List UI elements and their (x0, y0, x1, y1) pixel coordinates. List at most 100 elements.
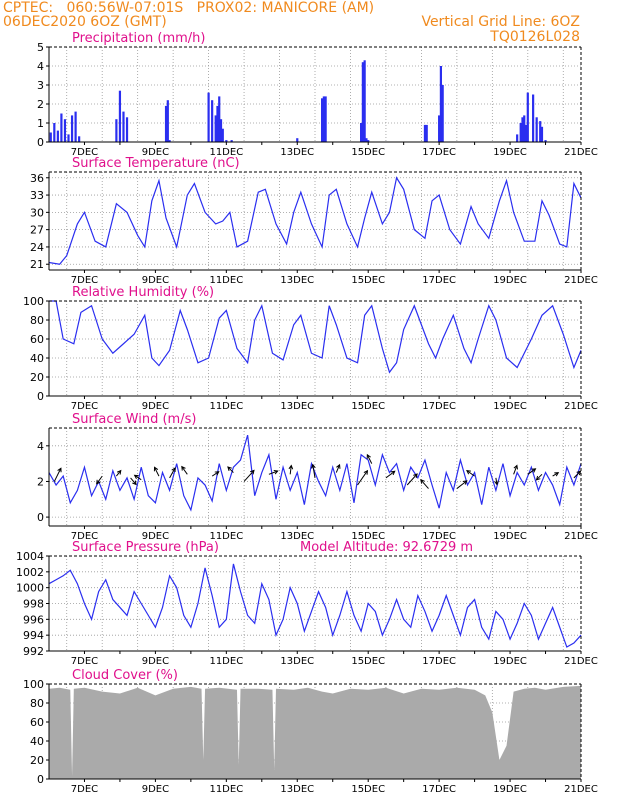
wind-arrow-shaft (181, 466, 188, 475)
wind-arrow-shaft (357, 470, 368, 486)
y-tick-label: 20 (30, 371, 44, 384)
precip-bar (320, 98, 324, 142)
precip-bar (78, 136, 81, 142)
wind-arrow (227, 466, 234, 473)
wind-arrow-head (288, 464, 294, 470)
y-tick-label: 3 (37, 79, 44, 92)
x-tick-label: 15DEC (351, 784, 385, 795)
wind-arrow-shaft (96, 475, 103, 485)
wind-arrow (169, 467, 176, 479)
wind-arrow (513, 464, 518, 475)
wind-arrow-head (336, 463, 341, 469)
wind-arrow (456, 480, 468, 489)
wind-arrow (420, 478, 429, 489)
x-tick-label: 17DEC (422, 531, 456, 542)
precip-bar (521, 117, 524, 142)
panel-2: 0 20 40 60 80 100 7DEC 9DEC 11DEC 13DEC 15DEC 17DEC… (23, 285, 598, 412)
y-tick-label: 0 (37, 390, 44, 403)
precip-bar (539, 121, 542, 142)
wind-arrow-shaft (366, 454, 373, 464)
x-tick-label: 13DEC (280, 784, 314, 795)
cloud-cover-area (49, 685, 581, 779)
y-tick-label: 0 (37, 773, 44, 786)
precip-bar (56, 130, 59, 142)
wind-arrow-head (214, 471, 220, 476)
wind-arrow (133, 474, 142, 481)
wind-arrow-shaft (169, 467, 176, 479)
wind-arrow-head (513, 464, 518, 470)
x-tick-label: 17DEC (422, 656, 456, 667)
wind-arrow-shaft (456, 480, 468, 489)
precip-bar (221, 128, 224, 142)
wind-arrow-head (57, 467, 62, 473)
wind-arrow (466, 470, 475, 477)
x-tick-label: 13DEC (280, 275, 314, 286)
y-tick-label: 1004 (16, 550, 44, 563)
panel-1: 21 24 27 30 33 36 7DEC 9DEC 11DEC 13DEC 15DEC 17DEC… (30, 156, 598, 286)
wind-arrow-shaft (513, 465, 518, 475)
wind-arrow-shaft (268, 470, 278, 475)
panel-title: Surface Pressure (hPa) (72, 540, 219, 555)
panel-4: 992 994 996 998 1000 1002 1004 7DEC 9DEC 11DEC 13D… (16, 540, 598, 667)
wind-arrow (335, 463, 341, 473)
wind-arrow-head (413, 473, 418, 479)
x-tick-label: 11DEC (209, 147, 243, 158)
precip-bar (168, 140, 171, 142)
wind-arrow-head (181, 465, 186, 471)
header-date: 06DEC2020 6OZ (GMT) (3, 14, 167, 30)
precip-bar (53, 123, 56, 142)
x-tick-label: 19DEC (493, 275, 527, 286)
wind-arrow (130, 477, 137, 486)
wind-arrow (573, 470, 582, 479)
x-tick-label: 9DEC (142, 656, 169, 667)
wind-arrow (288, 464, 294, 475)
x-tick-label: 19DEC (493, 784, 527, 795)
y-tick-label: 100 (23, 295, 44, 308)
y-tick-label: 994 (23, 629, 44, 642)
y-tick-label: 1002 (16, 566, 44, 579)
precip-bar (523, 115, 526, 142)
precip-bar (425, 124, 428, 142)
wind-arrow-shaft (134, 474, 142, 481)
wind-arrow-shaft (53, 468, 62, 482)
wind-arrow-head (96, 479, 101, 485)
panel-title: Cloud Cover (%) (72, 668, 178, 683)
wind-arrow (211, 471, 220, 477)
y-tick-label: 33 (30, 189, 44, 202)
precip-bar (125, 117, 129, 142)
x-tick-label: 11DEC (209, 531, 243, 542)
y-tick-label: 24 (30, 241, 44, 254)
wind-arrow (181, 465, 188, 475)
precip-bar (67, 134, 70, 142)
precip-bar (216, 105, 219, 142)
wind-arrow-shaft (243, 470, 255, 482)
x-tick-label: 7DEC (71, 401, 98, 412)
precip-bar (60, 113, 63, 142)
wind-arrow-head (273, 469, 279, 475)
x-tick-label: 7DEC (71, 275, 98, 286)
wind-arrow-head (531, 468, 537, 473)
wind-arrow (385, 470, 396, 479)
panel-annotation: Model Altitude: 92.6729 m (300, 540, 473, 555)
y-tick-label: 30 (30, 206, 44, 219)
y-tick-label: 996 (23, 613, 44, 626)
wind-arrow-head (250, 469, 255, 475)
x-tick-label: 7DEC (71, 656, 98, 667)
y-tick-label: 1000 (16, 582, 44, 595)
wind-arrow-shaft (312, 464, 316, 478)
wind-arrow-head (227, 466, 232, 472)
precip-bar (166, 100, 169, 142)
precip-bar (63, 119, 67, 142)
wind-arrow-head (462, 480, 468, 485)
x-tick-label: 15DEC (351, 531, 385, 542)
x-tick-label: 11DEC (209, 275, 243, 286)
x-tick-label: 19DEC (493, 401, 527, 412)
precip-bar (438, 115, 441, 142)
wind-arrow-head (153, 466, 159, 472)
wind-arrow (96, 475, 103, 485)
x-tick-label: 9DEC (142, 531, 169, 542)
precip-bar (219, 119, 223, 142)
x-tick-label: 21DEC (564, 531, 598, 542)
precip-bar (230, 140, 233, 142)
precip-bar (360, 123, 363, 142)
